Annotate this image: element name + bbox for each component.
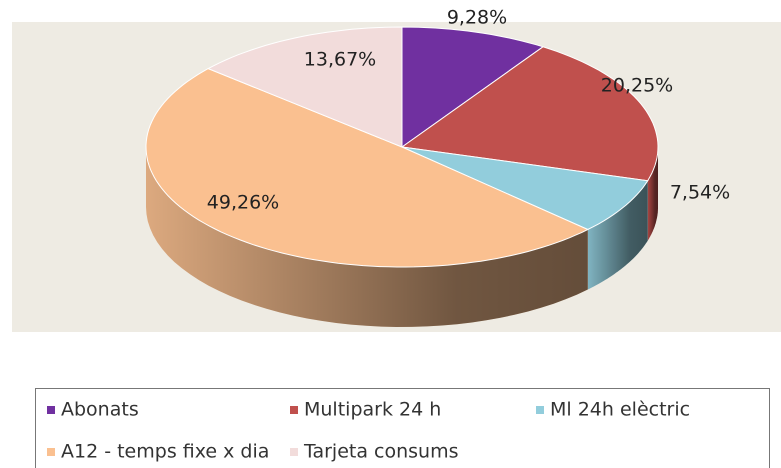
legend-box [35, 388, 770, 468]
data-label: 9,28% [447, 7, 507, 29]
slice [207, 26, 403, 148]
legend-swatch [47, 448, 55, 456]
legend-swatch [290, 406, 298, 414]
legend-label: Tarjeta consums [303, 441, 458, 463]
slice-side-shade [647, 147, 658, 241]
slice [400, 46, 659, 182]
slice [401, 26, 545, 148]
slice-side-shade [146, 147, 588, 327]
slice [145, 68, 589, 268]
legend-swatch [47, 406, 55, 414]
data-label: 20,25% [601, 75, 673, 97]
legend-label: Abonats [61, 399, 139, 421]
data-label: 49,26% [207, 192, 279, 214]
legend-swatch [290, 448, 298, 456]
slice-side-shade [587, 180, 648, 290]
legend-label: Ml 24h elèctric [550, 399, 690, 421]
data-label: 7,54% [670, 182, 730, 204]
legend-label: A12 - temps fixe x dia [61, 441, 269, 463]
data-label: 13,67% [304, 49, 376, 71]
legend-swatch [536, 406, 544, 414]
slice [401, 146, 649, 231]
legend-label: Multipark 24 h [304, 399, 441, 421]
